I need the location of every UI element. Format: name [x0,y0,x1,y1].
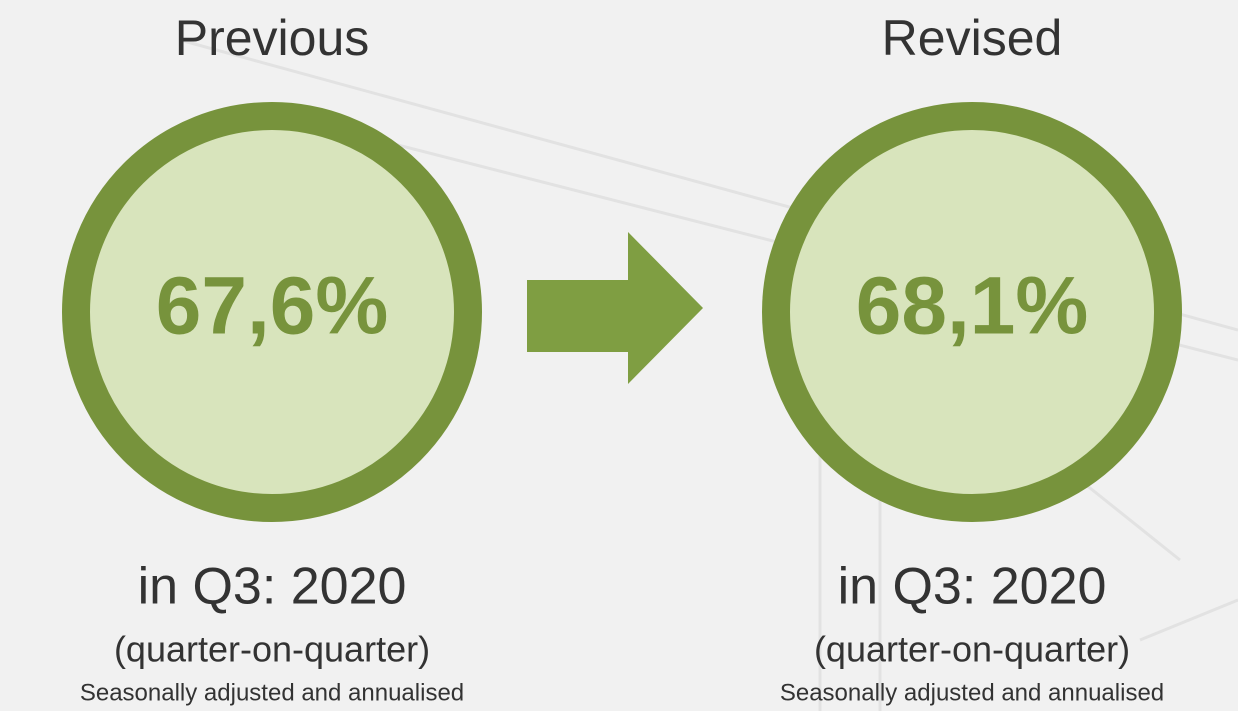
note: Seasonally adjusted and annualised [80,679,464,706]
value-circle [62,102,482,522]
basis: (quarter-on-quarter) [814,629,1130,670]
heading: Revised [882,10,1063,66]
note: Seasonally adjusted and annualised [780,679,1164,706]
arrow [527,232,703,384]
period: in Q3: 2020 [838,558,1107,616]
period: in Q3: 2020 [138,558,407,616]
heading: Previous [175,10,370,66]
panel-previous: Previous 67,6% in Q3: 2020 (quarter-on-q… [62,10,482,706]
value: 67,6% [156,261,389,352]
value: 68,1% [856,261,1089,352]
basis: (quarter-on-quarter) [114,629,430,670]
value-circle [762,102,1182,522]
panel-revised: Revised 68,1% in Q3: 2020 (quarter-on-qu… [762,10,1182,706]
